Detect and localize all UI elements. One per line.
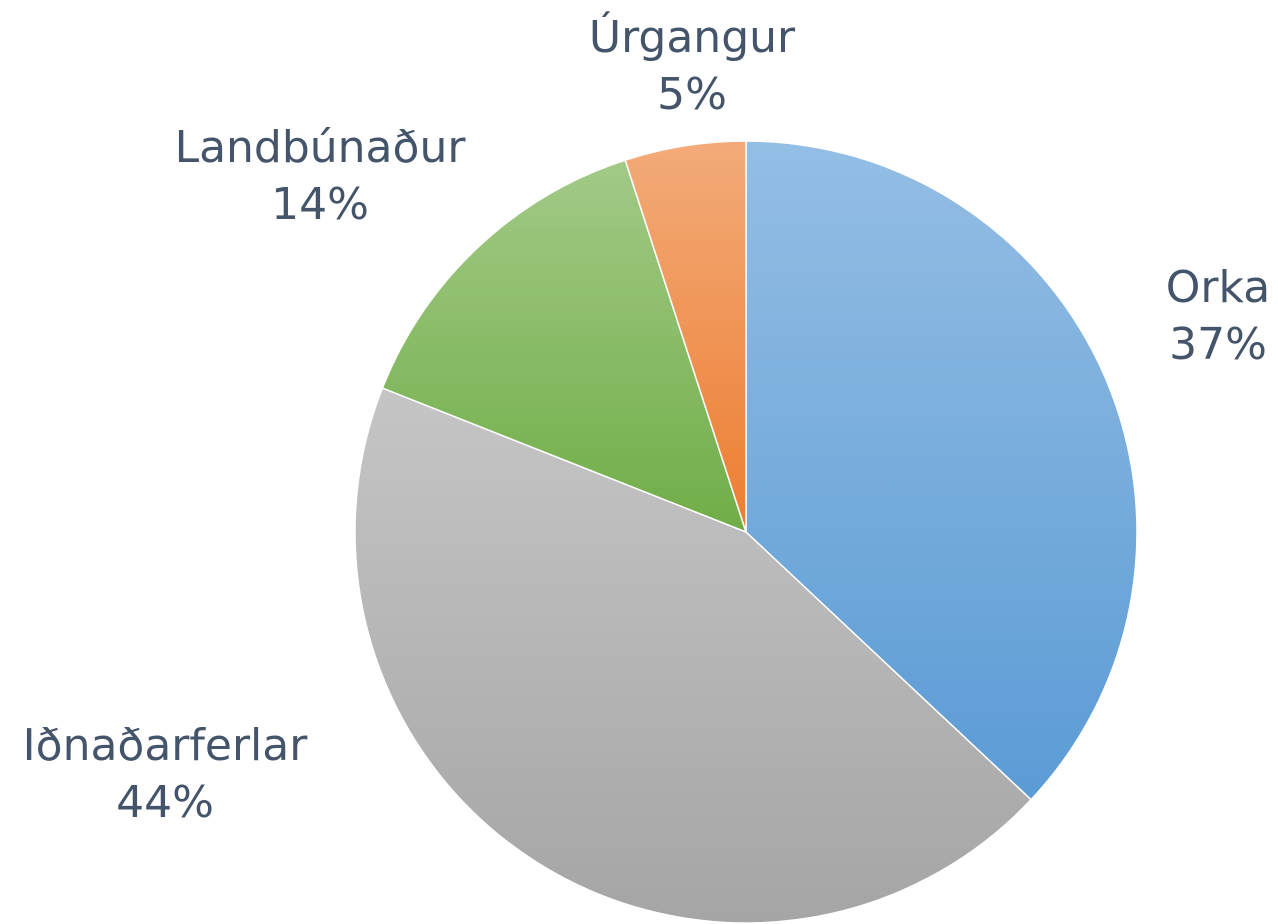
slice-value-label: 44%: [116, 777, 214, 828]
slice-label: Úrgangur: [589, 10, 796, 63]
slice-label: Landbúnaður: [175, 122, 467, 173]
slice-label: Orka: [1166, 262, 1270, 313]
pie-slice: [354, 387, 1033, 924]
slice-value-label: 14%: [271, 179, 369, 230]
pie-slice: [624, 140, 747, 533]
slice-value-label: 37%: [1169, 319, 1267, 370]
slice-value-label: 5%: [657, 69, 727, 120]
pie-slice: [745, 140, 1138, 801]
slice-label: Iðnaðarferlar: [23, 720, 309, 771]
